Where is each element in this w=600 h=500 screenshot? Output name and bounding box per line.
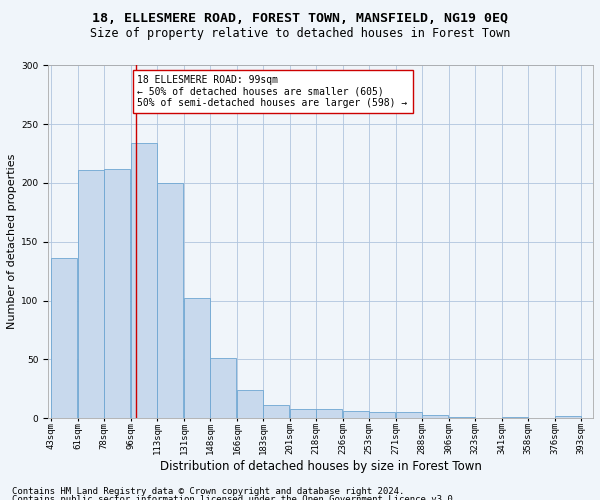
Text: Contains public sector information licensed under the Open Government Licence v3: Contains public sector information licen… [12,495,458,500]
Bar [502,417,528,418]
Bar [131,143,157,418]
Text: Size of property relative to detached houses in Forest Town: Size of property relative to detached ho… [90,28,510,40]
Text: 18, ELLESMERE ROAD, FOREST TOWN, MANSFIELD, NG19 0EQ: 18, ELLESMERE ROAD, FOREST TOWN, MANSFIE… [92,12,508,26]
Y-axis label: Number of detached properties: Number of detached properties [7,154,17,330]
Bar [396,412,422,418]
Bar [555,416,581,418]
Text: Contains HM Land Registry data © Crown copyright and database right 2024.: Contains HM Land Registry data © Crown c… [12,488,404,496]
Text: 18 ELLESMERE ROAD: 99sqm
← 50% of detached houses are smaller (605)
50% of semi-: 18 ELLESMERE ROAD: 99sqm ← 50% of detach… [137,75,407,108]
Bar [290,408,316,418]
X-axis label: Distribution of detached houses by size in Forest Town: Distribution of detached houses by size … [160,460,482,473]
Bar [210,358,236,418]
Bar [316,408,342,418]
Bar [51,258,77,418]
Bar [343,411,369,418]
Bar [263,405,289,418]
Bar [157,183,183,418]
Bar [369,412,395,418]
Bar [184,298,210,418]
Bar [104,169,130,418]
Bar [449,417,475,418]
Bar [422,414,448,418]
Bar [79,170,104,418]
Bar [238,390,263,418]
